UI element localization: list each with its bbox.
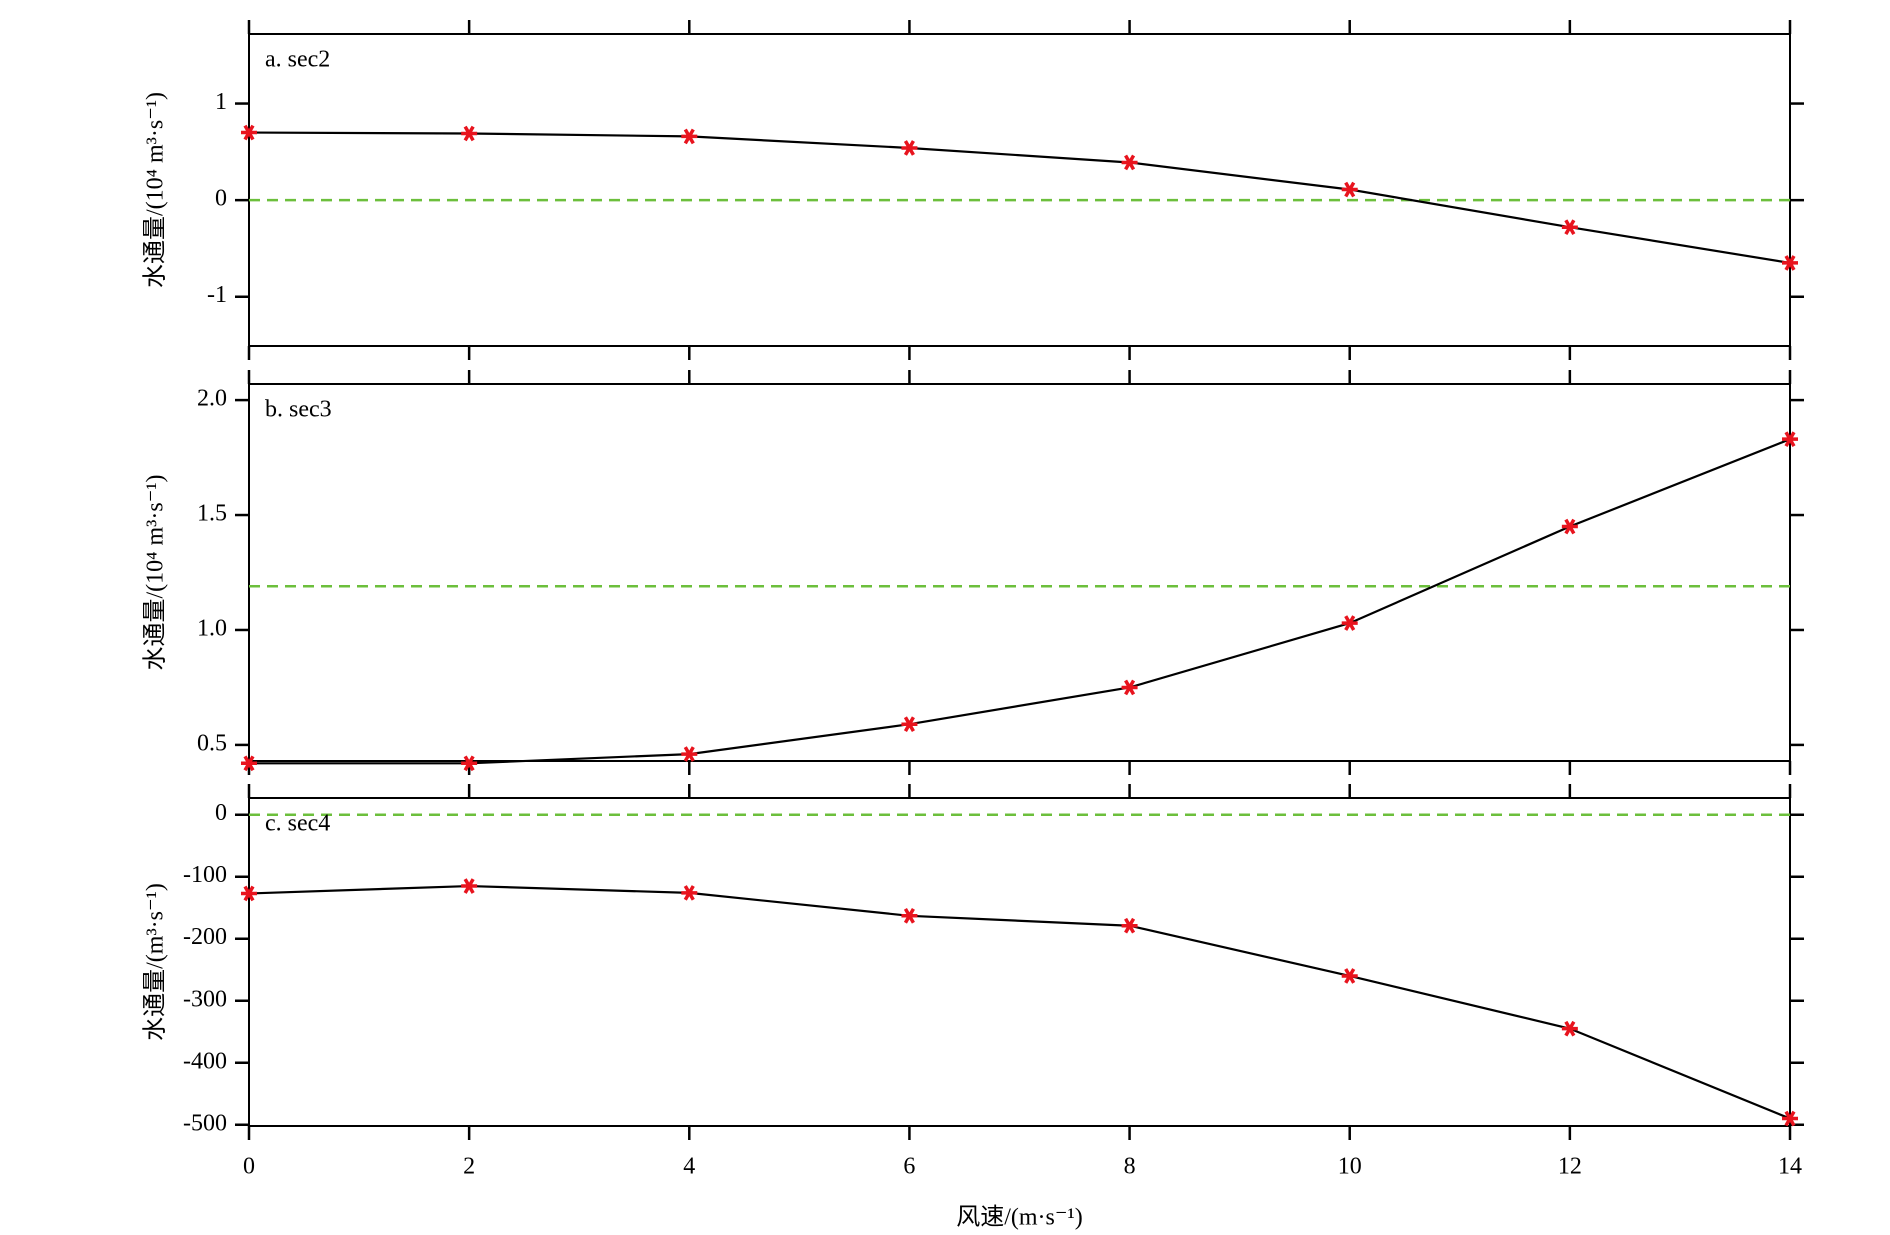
data-marker [241,885,257,902]
x-tick-label: 8 [1124,1154,1136,1180]
y-tick-label: 0.5 [197,730,227,756]
data-marker [901,716,918,733]
data-marker [1341,968,1358,984]
data-marker [1341,615,1358,631]
x-tick-label: 10 [1338,1154,1362,1180]
x-tick-label: 6 [903,1154,915,1180]
data-marker [1782,255,1798,271]
y-tick-label: -100 [183,862,227,888]
panel-label: a. sec2 [265,47,330,73]
x-tick-label: 4 [683,1154,695,1180]
panel-label: b. sec3 [265,397,332,423]
y-axis-label: 水通量/(10⁴ m³·s⁻¹) [142,92,169,288]
data-marker [461,125,478,142]
x-tick-label: 12 [1558,1154,1582,1180]
data-marker [461,755,478,772]
y-axis-label: 水通量/(m³·s⁻¹) [142,883,169,1041]
data-marker [241,124,257,141]
series-line [248,131,1791,265]
data-marker [241,755,257,772]
y-tick-label: 0 [215,800,227,826]
x-tick-label: 2 [463,1154,475,1180]
data-marker [1121,679,1138,696]
series-line [249,438,1791,765]
data-marker [1561,1020,1578,1037]
panel-label: c. sec4 [265,811,330,837]
x-axis-label: 风速/(m·s⁻¹) [956,1204,1083,1231]
series-line [248,884,1791,1120]
data-marker [1782,431,1798,447]
y-axis-label: 水通量/(10⁴ m³·s⁻¹) [142,474,169,670]
data-marker [1561,518,1578,535]
y-tick-label: 1 [215,89,227,115]
plot-frame [248,383,1791,762]
y-tick-label: 2.0 [197,386,227,412]
data-marker [1782,1110,1798,1127]
data-marker [1561,219,1578,235]
y-tick-label: -200 [183,924,227,950]
y-tick-label: -500 [183,1110,227,1136]
x-tick-label: 14 [1778,1154,1802,1180]
y-tick-label: 0 [215,186,227,212]
data-marker [901,908,918,924]
y-tick-label: -300 [183,986,227,1012]
plot-frame [248,33,1791,347]
y-tick-label: -400 [183,1048,227,1074]
data-marker [461,878,478,894]
data-marker [681,885,698,901]
data-marker [681,746,698,762]
plot-frame [248,797,1791,1127]
data-marker [1121,917,1138,934]
y-tick-label: 1.5 [197,501,227,527]
y-tick-label: 1.0 [197,615,227,641]
data-marker [901,140,918,156]
y-tick-label: -1 [207,282,227,308]
data-marker [1121,154,1138,171]
data-marker [681,128,698,145]
x-tick-label: 0 [243,1154,255,1180]
data-marker [1341,181,1358,198]
